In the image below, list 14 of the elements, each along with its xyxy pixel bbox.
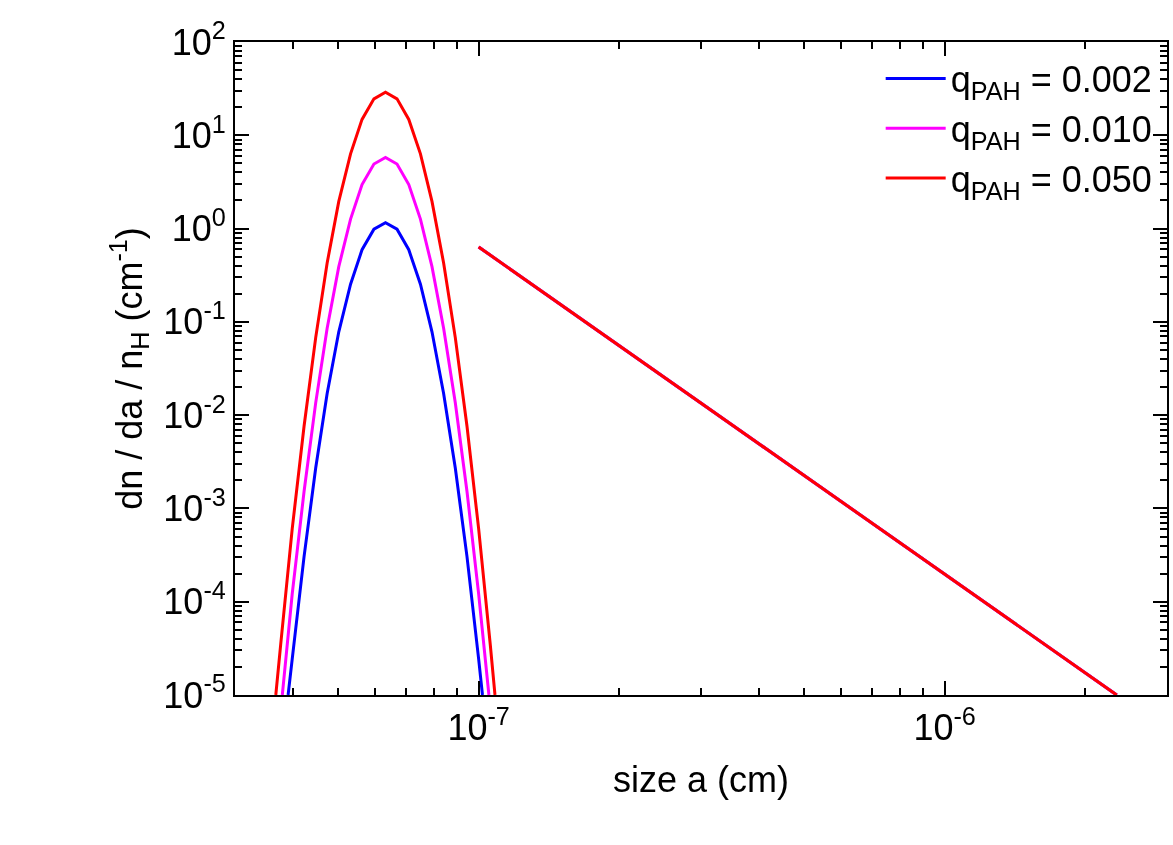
y-tick-label: 10$^{1}$ <box>171 109 226 156</box>
x-tick-label: 10$^{-6}$ <box>913 702 976 749</box>
legend-label: q$_{PAH}$ = 0.050 <box>950 159 1152 205</box>
y-tick-label: 10$^{-4}$ <box>163 576 226 623</box>
y-tick-label: 10$^{-5}$ <box>163 669 226 716</box>
y-tick-label: 10$^{-1}$ <box>163 296 226 343</box>
y-tick-label: 10$^{-3}$ <box>163 482 226 530</box>
x-tick-label: 10$^{-7}$ <box>447 702 510 749</box>
y-tick-label: 10$^{-2}$ <box>163 389 226 436</box>
legend-label: q$_{PAH}$ = 0.002 <box>950 59 1152 106</box>
legend-label: q$_{PAH}$ = 0.010 <box>950 109 1152 155</box>
x-axis-title: size a (cm) <box>612 759 790 801</box>
y-tick-label: 10$^{0}$ <box>171 203 226 250</box>
y-tick-label: 10$^{2}$ <box>171 16 226 63</box>
